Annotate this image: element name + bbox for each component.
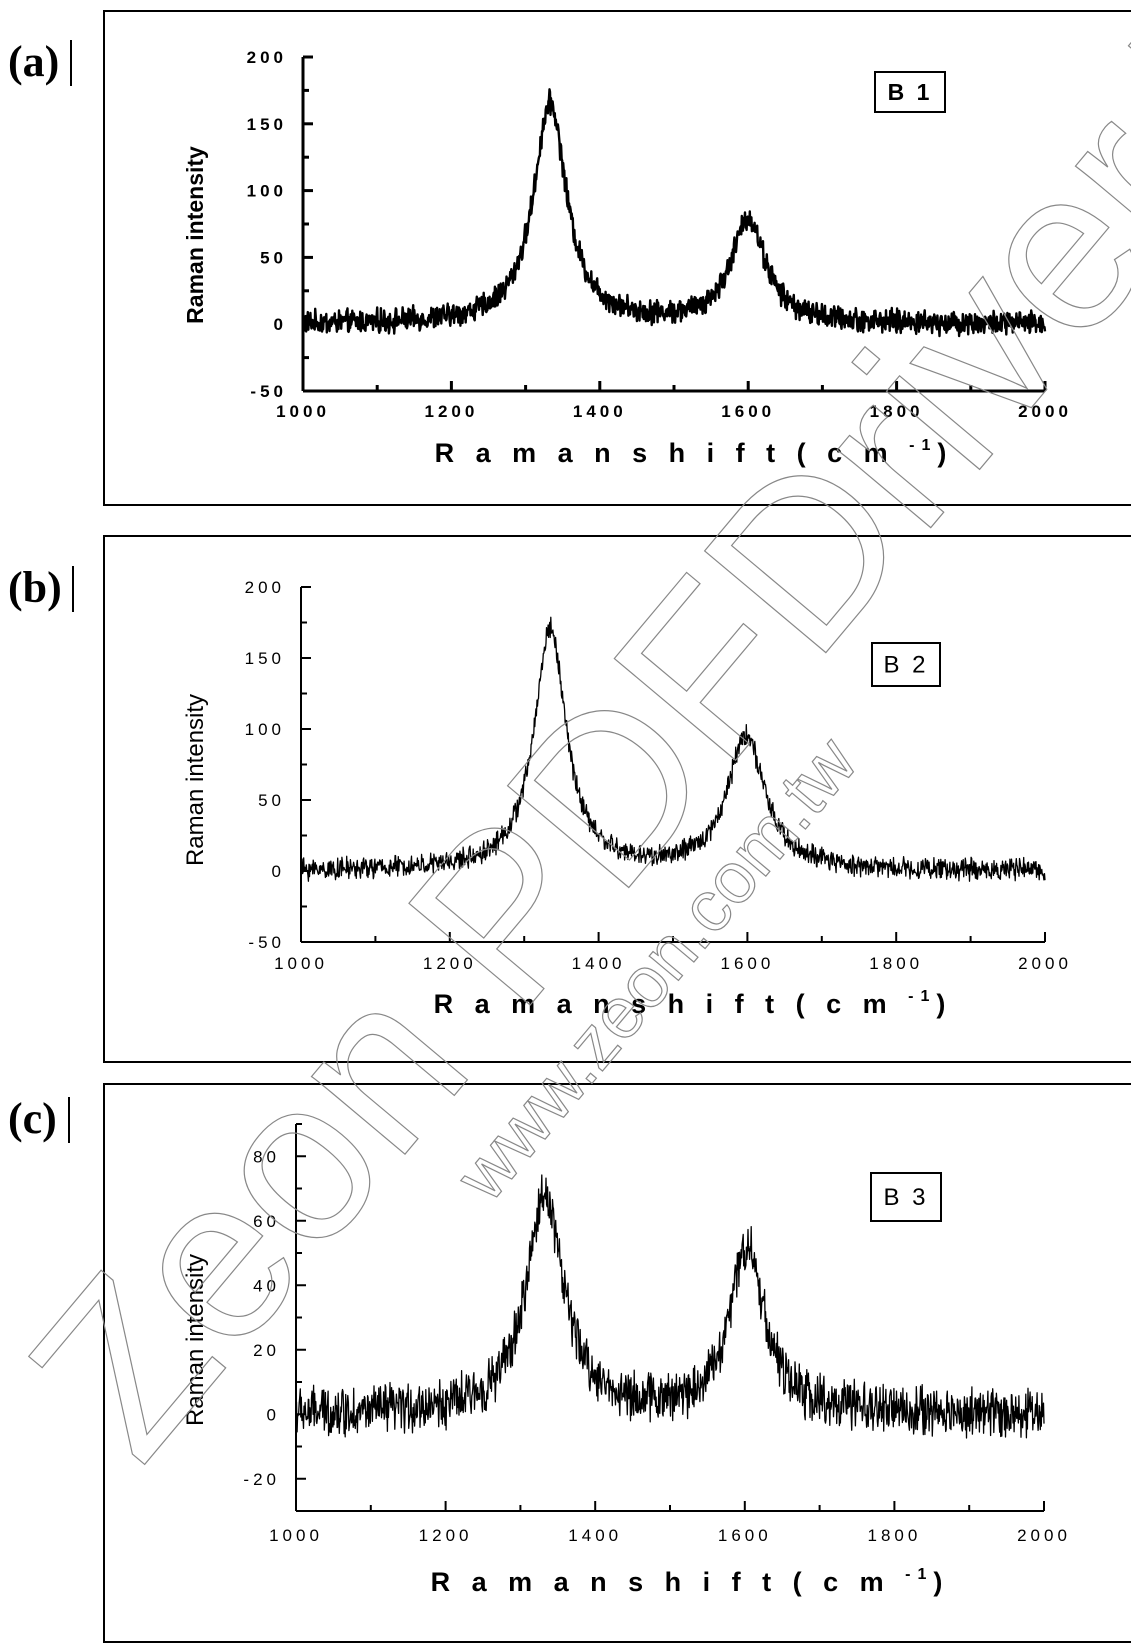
x-axis-title-sup: -1 (909, 437, 937, 454)
panel-letter-bar-a (70, 40, 72, 86)
legend-box (874, 71, 946, 113)
spectrum-line-3 (295, 1174, 1045, 1439)
chart-panel-1: 1000 1200 1400 1600 1800 2000 -50 0 50 100 150 200 R… (182, 48, 1072, 468)
spectrum-line-2 (300, 616, 1046, 882)
y-tick-label: 60 (253, 1212, 280, 1231)
x-tick-label: 1800 (867, 1526, 921, 1545)
y-tick-label: 150 (247, 115, 287, 134)
x-tick-label: 2000 (1017, 1526, 1071, 1545)
x-tick-label: 2000 (1018, 402, 1072, 421)
x-axis-title-close: ) (936, 989, 952, 1019)
chart-panel-3: 1000 1200 1400 1600 1800 2000 -20 0 20 40 60 80 R a … (182, 1123, 1071, 1597)
y-tick-label: 50 (260, 248, 287, 267)
legend-label: B 2 (883, 652, 928, 679)
panel-letter-a: (a) (8, 37, 60, 86)
x-tick-label: 1600 (720, 954, 774, 973)
legend-box (870, 1172, 942, 1222)
x-tick-label: 1600 (718, 1526, 772, 1545)
x-tick-label: 1200 (424, 402, 478, 421)
x-tick-label: 1400 (573, 402, 627, 421)
x-tick-label: 1800 (870, 402, 924, 421)
legend-label: B 1 (888, 79, 933, 105)
legend-box (871, 642, 941, 687)
legend-label: B 3 (883, 1184, 928, 1211)
panel-letter-b: (b) (8, 563, 62, 612)
panel-frame-b (103, 535, 1131, 1063)
x-axis-title-main: R a m a n s h i f t ( c m (431, 1567, 906, 1597)
panel-frame-a (103, 10, 1131, 506)
y-axis-title: Raman intensity (182, 694, 209, 866)
y-tick-label: 0 (267, 1405, 280, 1424)
y-tick-label: -20 (243, 1470, 280, 1489)
y-tick-label: 100 (245, 720, 285, 739)
y-tick-label: 100 (247, 182, 287, 201)
y-tick-label: 50 (258, 791, 285, 810)
y-tick-label: 40 (253, 1276, 280, 1295)
x-tick-label: 1600 (721, 402, 775, 421)
x-axis-title-main: R a m a n s h i f t ( c m (434, 989, 909, 1019)
x-axis-title-main: R a m a n s h i f t ( c m (435, 438, 910, 468)
y-tick-label: 80 (253, 1147, 280, 1166)
x-tick-label: 1400 (568, 1526, 622, 1545)
y-tick-label: 0 (272, 862, 285, 881)
y-tick-label: -50 (248, 933, 285, 952)
x-tick-label: 1200 (419, 1526, 473, 1545)
x-axis-title-sup: -1 (905, 1566, 933, 1583)
y-tick-label: 200 (245, 578, 285, 597)
x-axis-title: R a m a n s h i f t ( c m -1) (435, 437, 954, 468)
x-axis-title-close: ) (933, 1567, 949, 1597)
x-tick-label: 1000 (276, 402, 330, 421)
x-axis-title-close: ) (937, 438, 953, 468)
x-tick-label: 2000 (1018, 954, 1072, 973)
x-tick-label: 1000 (269, 1526, 323, 1545)
y-tick-label: 20 (253, 1341, 280, 1360)
x-tick-label: 1400 (572, 954, 626, 973)
y-axis-title: Raman intensity (182, 1254, 209, 1426)
x-tick-label: 1800 (869, 954, 923, 973)
x-tick-label: 1000 (274, 954, 328, 973)
y-tick-label: 150 (245, 649, 285, 668)
x-tick-label: 1200 (423, 954, 477, 973)
y-axis-title: Raman intensity (182, 146, 208, 324)
chart-panel-2: 1000 1200 1400 1600 1800 2000 -50 0 50 100 150 200 R… (182, 578, 1072, 1019)
y-tick-label: -50 (250, 382, 287, 401)
panel-letter-c: (c) (8, 1094, 57, 1143)
panel-letter-bar-b (72, 566, 74, 612)
y-tick-label: 200 (247, 48, 287, 67)
x-axis-title-sup: -1 (908, 988, 936, 1005)
x-axis-title: R a m a n s h i f t ( c m -1) (434, 988, 953, 1019)
panel-letter-bar-c (68, 1097, 70, 1143)
x-axis-title: R a m a n s h i f t ( c m -1) (431, 1566, 950, 1597)
y-tick-label: 0 (274, 315, 287, 334)
spectrum-line-1 (301, 88, 1047, 338)
